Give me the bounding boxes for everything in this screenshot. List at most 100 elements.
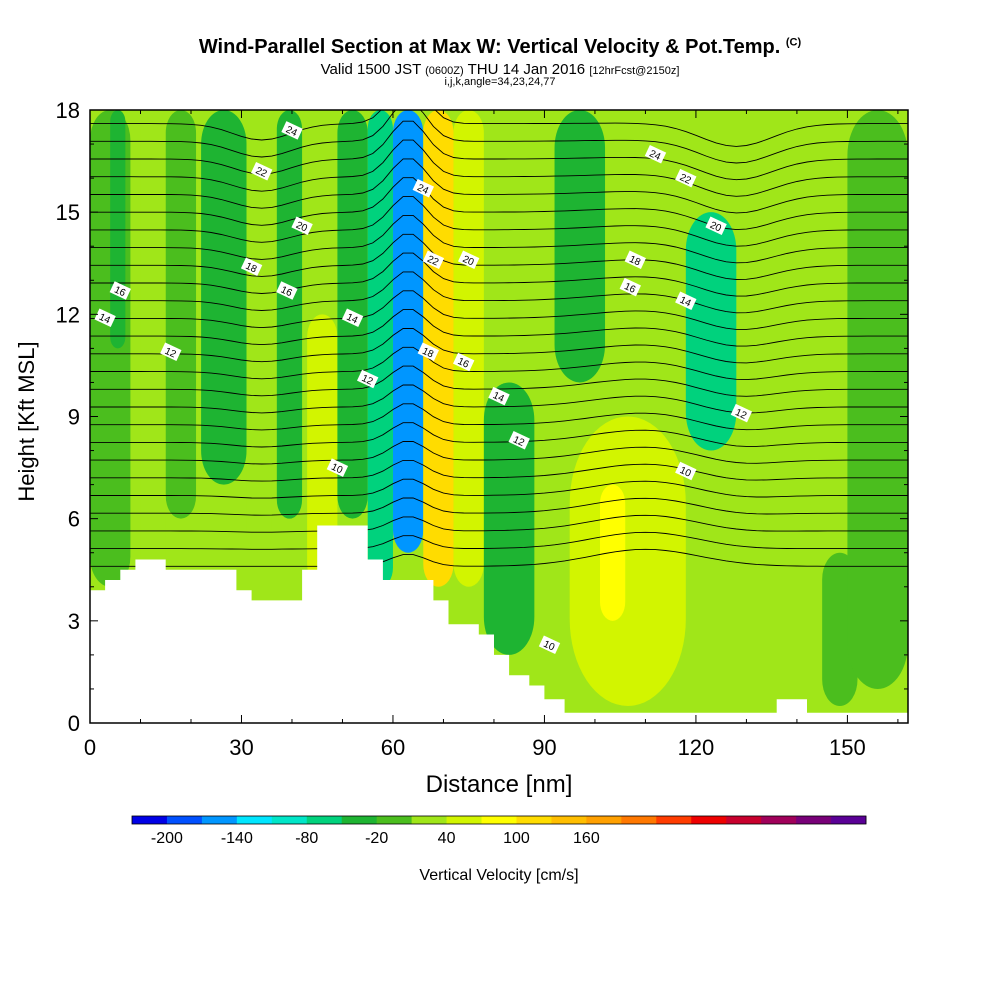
- colorbar-frame: [131, 815, 867, 825]
- contour-label: 16: [109, 281, 131, 300]
- colorbar-swatch: [166, 816, 203, 824]
- contour-label: 20: [291, 216, 313, 236]
- colorbar-swatch: [656, 816, 692, 824]
- colorbar-swatch: [761, 816, 797, 824]
- contour-label: 22: [422, 250, 445, 270]
- x-axis-label: Distance [nm]: [426, 771, 573, 798]
- contour-label: 10: [675, 461, 697, 481]
- contour-label-bg: [422, 250, 445, 270]
- velocity-cell-12: [423, 110, 454, 587]
- contour-label-text: 12: [163, 346, 178, 361]
- theta-contour: [90, 290, 908, 330]
- colorbar-swatch: [796, 816, 832, 824]
- colorbar-swatch: [376, 816, 413, 824]
- colorbar-swatch: [271, 816, 308, 824]
- theta-contour: [90, 441, 908, 465]
- contour-label-bg: [341, 308, 364, 327]
- theta-contour: [90, 328, 908, 364]
- theta-contour: [90, 514, 908, 533]
- contour-label-text: 14: [345, 312, 360, 327]
- velocity-cell-7: [276, 110, 303, 519]
- contour-label-text: 14: [491, 390, 506, 405]
- contour-label-bg: [538, 635, 561, 654]
- colorbar-swatch: [481, 816, 517, 824]
- colorbar-swatch: [726, 816, 762, 824]
- contour-label-text: 12: [733, 407, 748, 422]
- valid-time: Valid 1500 JST: [320, 61, 421, 78]
- contour-label-bg: [644, 145, 667, 164]
- contour-label-bg: [94, 308, 116, 327]
- axes: 0 30 60 90 120 150 0 3 6 9 12 15 18 Distance [nm] Heig…: [14, 98, 908, 798]
- theta-contour: [90, 478, 908, 499]
- velocity-cell-3: [165, 110, 197, 519]
- valid-date: THU 14 Jan 2016: [467, 61, 586, 78]
- contour-label-bg: [675, 291, 697, 310]
- velocity-cell-17: [554, 110, 606, 383]
- colorbar-swatch: [201, 816, 238, 824]
- y-tick-label: 0: [68, 711, 80, 736]
- theta-contour: [90, 196, 908, 247]
- copyright-mark: (C): [785, 36, 802, 49]
- contour-label-bg: [730, 403, 753, 423]
- contour-label-text: 22: [678, 172, 693, 187]
- contour-label-text: 14: [97, 312, 112, 327]
- contour-label-bg: [619, 277, 641, 297]
- contour-label-bg: [326, 458, 349, 477]
- theta-contour: [90, 177, 908, 231]
- contour-label-text: 10: [329, 462, 344, 477]
- contour-label: 22: [675, 168, 697, 188]
- terrain: [90, 525, 908, 723]
- colorbar-swatch: [516, 816, 552, 824]
- colorbar-tick-label: 160: [573, 830, 600, 847]
- colorbar-swatch: [306, 816, 343, 824]
- theta-contour: [90, 497, 908, 516]
- velocity-cell-13: [453, 110, 484, 587]
- x-tick-label: 30: [229, 735, 253, 760]
- contour-label-bg: [357, 369, 379, 389]
- theta-contour: [90, 346, 908, 381]
- contour-label-text: 20: [294, 220, 309, 235]
- contour-label-text: 12: [360, 373, 375, 388]
- contour-label-text: 24: [284, 124, 299, 139]
- contour-label: 14: [488, 386, 510, 406]
- contour-label-text: 18: [244, 261, 259, 276]
- forecast-tag: [12hrFcst@2150z]: [589, 65, 680, 77]
- theta-contour: [90, 309, 908, 347]
- contour-label-bg: [705, 216, 727, 236]
- contour-label: 16: [453, 352, 475, 372]
- contour-label-text: 16: [279, 285, 294, 300]
- y-axis-label: Height [Kft MSL]: [14, 341, 39, 501]
- contour-label-text: 24: [415, 182, 430, 197]
- theta-contour: [90, 158, 908, 214]
- colorbar-swatch: [621, 816, 657, 824]
- theta-contour: [90, 459, 908, 482]
- contour-label: 24: [644, 145, 667, 164]
- velocity-cell-6: [246, 110, 272, 553]
- colorbar-swatch: [586, 816, 622, 824]
- theta-contour: [90, 110, 908, 147]
- colorbar-swatch: [341, 816, 378, 824]
- colorbar-swatch: [446, 816, 482, 824]
- contour-label-text: 24: [648, 148, 663, 163]
- velocity-cell-8: [307, 314, 338, 587]
- contour-label-text: 10: [542, 639, 557, 654]
- contour-label: 12: [730, 403, 753, 423]
- contour-label: 22: [251, 162, 273, 181]
- contour-label-text: 18: [627, 254, 642, 269]
- x-tick-label: 120: [678, 735, 715, 760]
- contour-label: 24: [281, 121, 303, 140]
- contour-label-bg: [291, 216, 313, 236]
- theta-contour: [90, 214, 908, 264]
- colorbar-swatch: [236, 816, 273, 824]
- velocity-cell-2: [140, 110, 166, 587]
- contour-label: 14: [675, 291, 697, 310]
- contour-label-bg: [412, 179, 434, 198]
- contour-label: 18: [624, 250, 646, 270]
- y-tick-label: 12: [56, 302, 80, 327]
- colorbar-tick-label: 100: [503, 830, 530, 847]
- velocity-cell-10: [367, 110, 393, 587]
- contour-label-bg: [276, 281, 298, 300]
- contour-label-bg: [160, 342, 182, 362]
- contour-label-text: 20: [461, 254, 476, 269]
- contour-label-bg: [508, 431, 530, 450]
